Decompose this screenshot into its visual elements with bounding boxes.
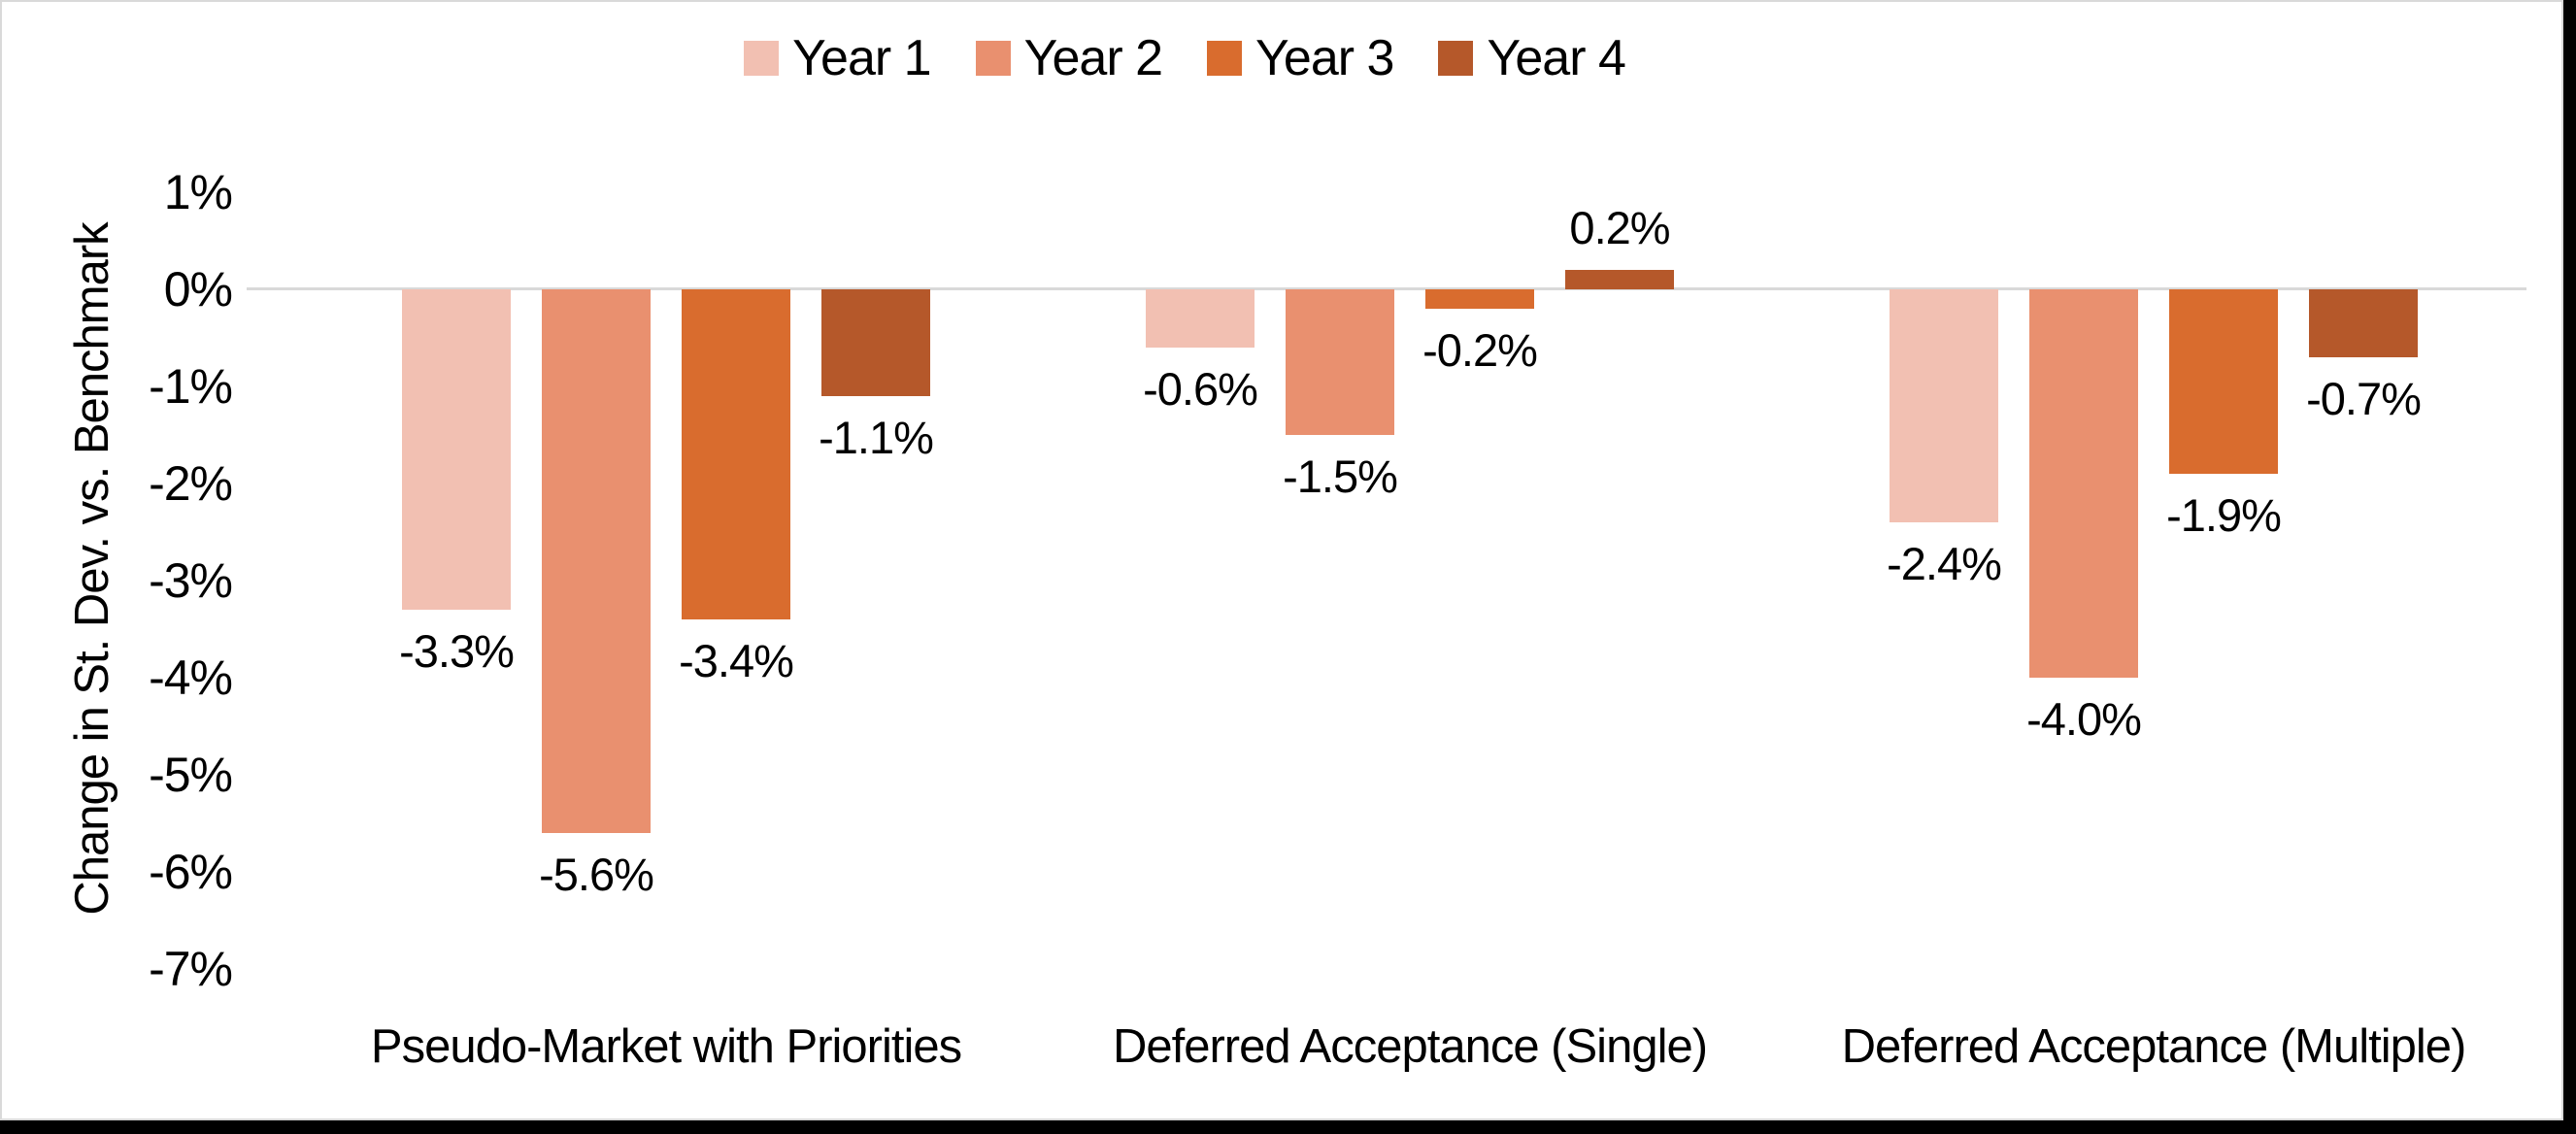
legend-swatch-icon: [1438, 41, 1474, 76]
bar-year-3: [1425, 289, 1534, 309]
bar-year-4: [1565, 270, 1674, 289]
legend-label: Year 4: [1487, 30, 1625, 86]
y-axis-tick-label: -6%: [149, 845, 233, 899]
bar-year-1: [1890, 289, 1998, 522]
y-axis-tick-label: -7%: [149, 942, 233, 996]
y-axis-tick-label: -1%: [149, 359, 233, 414]
bar-year-3: [682, 289, 790, 619]
category-label: Deferred Acceptance (Single): [1112, 1020, 1708, 1073]
bar-value-label: -1.9%: [2166, 489, 2282, 541]
y-axis-tick-label: -4%: [149, 650, 233, 705]
y-axis-tick-label: 1%: [163, 165, 233, 219]
legend-item-year-2: Year 2: [975, 29, 1163, 87]
legend-item-year-4: Year 4: [1438, 29, 1626, 87]
legend-label: Year 3: [1255, 30, 1394, 86]
legend-label: Year 1: [792, 30, 931, 86]
bar-value-label: -1.5%: [1283, 450, 1398, 502]
bar-value-label: -4.0%: [2026, 693, 2142, 745]
legend-swatch-icon: [975, 41, 1011, 76]
category-label: Pseudo-Market with Priorities: [370, 1020, 962, 1073]
y-axis-tick-label: 0%: [163, 262, 233, 317]
bar-value-label: -2.4%: [1887, 538, 2002, 589]
y-axis-tick-label: -3%: [149, 553, 233, 608]
bar-year-2: [2029, 289, 2138, 678]
bar-value-label: -3.4%: [679, 635, 794, 686]
legend-item-year-1: Year 1: [744, 29, 932, 87]
bar-value-label: -5.6%: [539, 849, 654, 900]
bar-value-label: -0.6%: [1143, 363, 1258, 415]
bar-value-label: -0.2%: [1422, 324, 1538, 376]
bar-year-1: [402, 289, 511, 610]
bar-year-4: [821, 289, 930, 396]
legend-label: Year 2: [1023, 30, 1163, 86]
plot-area: Year 1 Year 2 Year 3 Year 4 Change in St. D…: [2, 2, 2561, 1118]
bar-value-label: 0.2%: [1569, 202, 1670, 253]
y-axis-tick-label: -2%: [149, 456, 233, 511]
y-axis-tick-label: -5%: [149, 748, 233, 802]
chart-legend: Year 1 Year 2 Year 3 Year 4: [0, 29, 2464, 87]
legend-swatch-icon: [1207, 41, 1242, 76]
bar-year-2: [542, 289, 651, 833]
bar-value-label: -3.3%: [399, 625, 515, 677]
legend-swatch-icon: [744, 41, 780, 76]
category-label: Deferred Acceptance (Multiple): [1841, 1020, 2467, 1073]
bar-year-1: [1146, 289, 1255, 348]
bar-year-3: [2169, 289, 2278, 474]
zero-axis-line: [247, 287, 2526, 290]
bar-year-2: [1286, 289, 1394, 435]
bar-value-label: -1.1%: [819, 412, 934, 463]
bar-value-label: -0.7%: [2306, 373, 2422, 424]
legend-item-year-3: Year 3: [1207, 29, 1394, 87]
bar-year-4: [2309, 289, 2418, 357]
